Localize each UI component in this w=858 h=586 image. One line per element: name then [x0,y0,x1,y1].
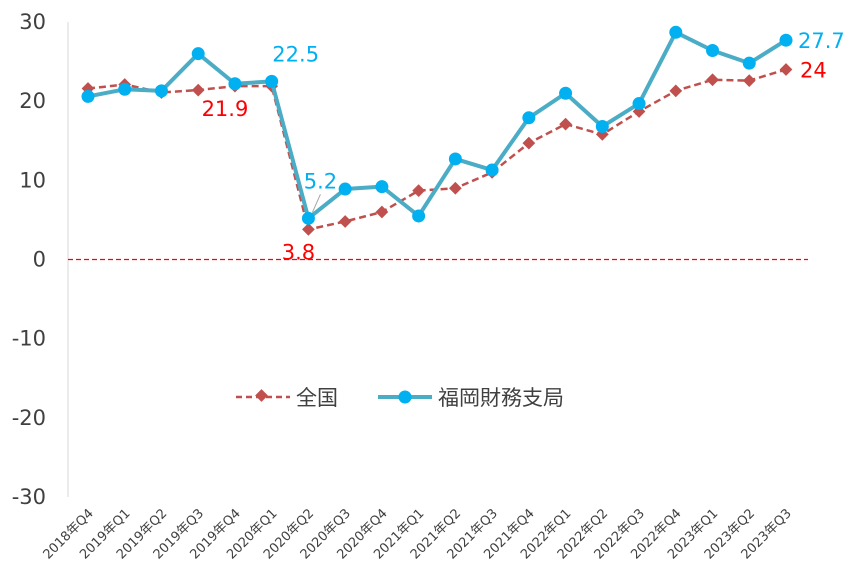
series-line-1 [87,30,788,221]
data-point-diamond [449,181,462,195]
data-point-circle [448,152,462,166]
series-line-0 [87,68,787,231]
data-point-circle [265,74,279,88]
data-point-circle [742,56,756,70]
data-point-circle [118,82,132,96]
data-point-circle [485,163,499,177]
data-label: 21.9 [202,97,249,121]
data-label: 24 [800,59,827,83]
data-point-circle [228,77,242,91]
data-point-circle [669,25,683,39]
data-label-layer: 22.5 21.9 5.2 3.8 27.7 24 [202,29,845,264]
data-point-diamond [779,63,793,76]
data-point-diamond [669,84,683,98]
data-point-circle [412,209,426,223]
legend-label-national: 全国 [296,386,338,410]
data-point-circle [632,97,646,111]
data-point-circle [779,33,793,47]
data-label: 22.5 [272,42,319,66]
data-point-diamond [559,117,572,131]
data-point-diamond [191,83,205,97]
data-point-diamond [522,136,536,150]
data-label: 5.2 [304,169,337,193]
data-point-circle [338,182,352,196]
legend-item-fukuoka: 福岡財務支局 [378,386,564,410]
data-point-diamond [302,223,315,236]
data-point-diamond [338,215,352,228]
data-point-diamond [742,74,756,87]
y-tick-label: -20 [12,406,46,430]
data-label: 3.8 [282,240,315,264]
legend-label-fukuoka: 福岡財務支局 [438,386,564,410]
y-tick-label: 10 [19,168,46,192]
data-label: 27.7 [798,29,845,53]
data-point-circle [522,111,536,125]
data-point-diamond [375,205,389,219]
x-axis-labels: 2018年Q42019年Q12019年Q22019年Q32019年Q42020年… [41,506,795,562]
data-point-circle [595,120,609,133]
data-point-circle [559,86,573,100]
y-tick-label: 0 [33,248,46,272]
y-tick-label: -30 [12,485,46,509]
legend-item-national: 全国 [236,386,338,410]
data-point-circle [154,84,168,98]
series-layer [81,25,793,236]
data-point-circle [81,89,95,103]
data-point-diamond [706,73,719,87]
y-tick-label: -10 [12,327,46,351]
data-point-circle [375,180,389,194]
y-tick-label: 20 [19,89,46,113]
leader-line [311,194,321,213]
y-axis-labels: 30 20 10 0 -10 -20 -30 [12,10,46,509]
legend: 全国 福岡財務支局 [236,386,564,410]
y-tick-label: 30 [19,10,46,34]
data-point-circle [301,211,315,225]
data-point-circle [706,44,720,57]
data-point-circle [191,47,205,61]
data-point-diamond [412,184,425,197]
